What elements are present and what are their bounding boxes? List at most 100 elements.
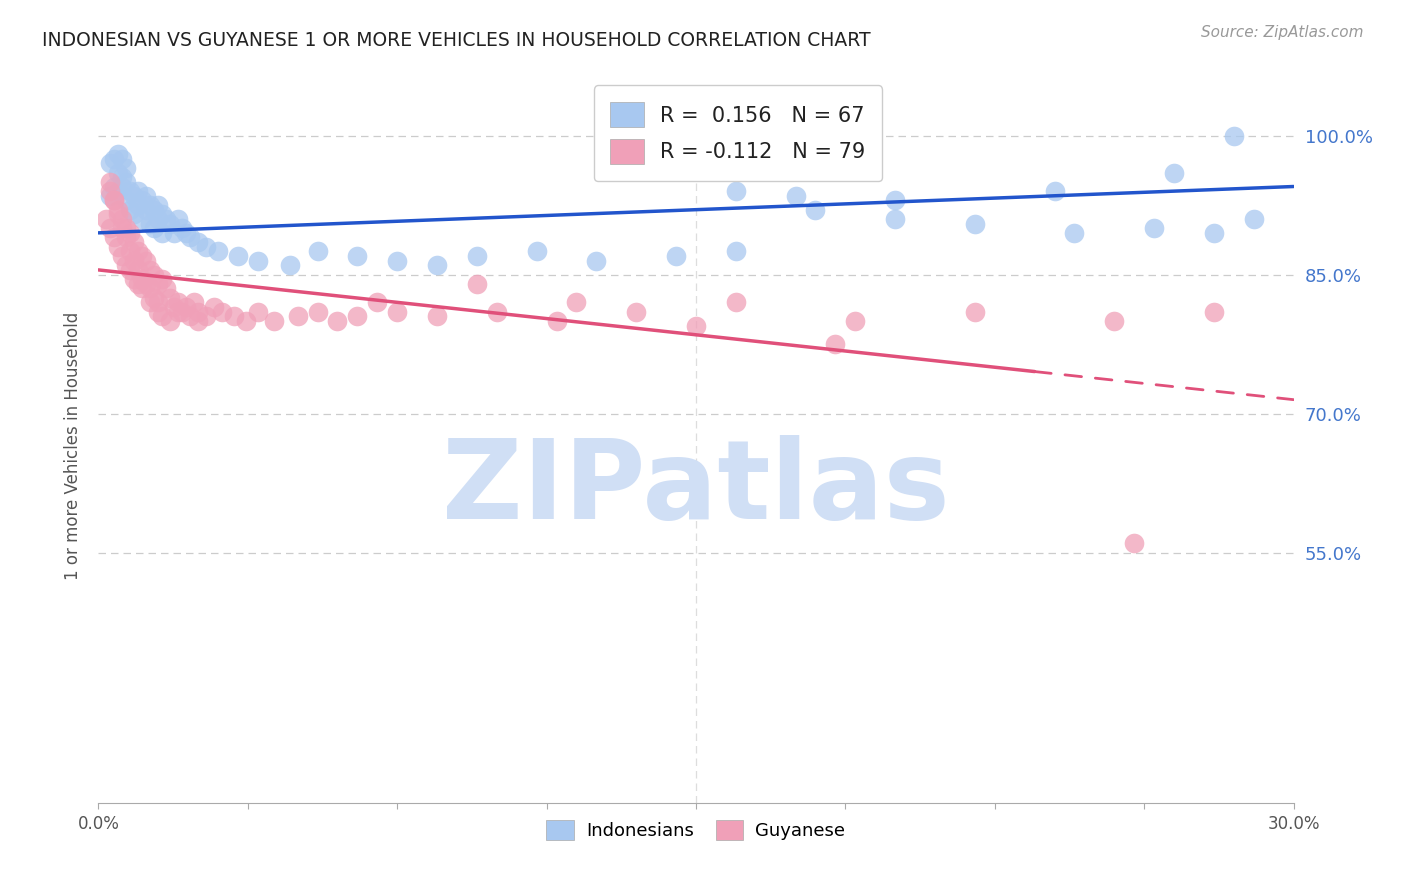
Point bbox=[143, 202, 166, 217]
Point bbox=[884, 194, 907, 208]
Point bbox=[139, 295, 162, 310]
Point bbox=[172, 304, 194, 318]
Point bbox=[107, 202, 129, 217]
Point bbox=[174, 300, 197, 314]
Text: ZIPatlas: ZIPatlas bbox=[441, 435, 950, 542]
Point bbox=[131, 194, 153, 208]
Point bbox=[1202, 304, 1225, 318]
Point bbox=[426, 258, 449, 272]
Point bbox=[485, 304, 508, 318]
Point bbox=[226, 249, 249, 263]
Point bbox=[120, 244, 142, 259]
Point bbox=[1163, 166, 1185, 180]
Point bbox=[98, 184, 122, 198]
Point bbox=[98, 175, 122, 189]
Point bbox=[115, 194, 138, 208]
Point bbox=[183, 295, 205, 310]
Point bbox=[98, 188, 122, 202]
Point bbox=[115, 161, 138, 175]
Point bbox=[174, 226, 197, 240]
Legend: Indonesians, Guyanese: Indonesians, Guyanese bbox=[540, 813, 852, 847]
Point bbox=[179, 230, 201, 244]
Point bbox=[150, 310, 173, 324]
Point bbox=[626, 304, 648, 318]
Point bbox=[1202, 226, 1225, 240]
Point bbox=[1243, 211, 1265, 226]
Text: INDONESIAN VS GUYANESE 1 OR MORE VEHICLES IN HOUSEHOLD CORRELATION CHART: INDONESIAN VS GUYANESE 1 OR MORE VEHICLE… bbox=[42, 31, 870, 50]
Point bbox=[120, 202, 142, 217]
Point bbox=[307, 304, 329, 318]
Point bbox=[120, 184, 142, 198]
Point bbox=[724, 184, 747, 198]
Point bbox=[139, 281, 162, 295]
Point bbox=[131, 249, 153, 263]
Point bbox=[124, 235, 146, 249]
Point bbox=[115, 175, 138, 189]
Point bbox=[195, 240, 218, 254]
Point bbox=[1123, 536, 1146, 550]
Point bbox=[143, 268, 166, 282]
Point bbox=[111, 179, 134, 194]
Point bbox=[124, 188, 146, 202]
Point bbox=[111, 170, 134, 185]
Point bbox=[167, 295, 190, 310]
Point bbox=[211, 304, 233, 318]
Point bbox=[131, 272, 153, 286]
Point bbox=[159, 217, 181, 231]
Point bbox=[103, 194, 125, 208]
Point bbox=[127, 244, 149, 259]
Point bbox=[139, 263, 162, 277]
Point bbox=[195, 310, 218, 324]
Point bbox=[526, 244, 548, 259]
Point bbox=[844, 314, 866, 328]
Point bbox=[546, 314, 568, 328]
Point bbox=[107, 184, 129, 198]
Point bbox=[222, 310, 245, 324]
Point bbox=[103, 152, 125, 166]
Point bbox=[148, 198, 170, 212]
Point bbox=[307, 244, 329, 259]
Point bbox=[148, 295, 170, 310]
Point bbox=[139, 217, 162, 231]
Point bbox=[115, 221, 138, 235]
Point bbox=[131, 211, 153, 226]
Point bbox=[120, 226, 142, 240]
Point bbox=[155, 281, 177, 295]
Y-axis label: 1 or more Vehicles in Household: 1 or more Vehicles in Household bbox=[65, 312, 83, 580]
Point bbox=[278, 258, 301, 272]
Point bbox=[963, 217, 986, 231]
Text: Source: ZipAtlas.com: Source: ZipAtlas.com bbox=[1201, 25, 1364, 40]
Point bbox=[724, 295, 747, 310]
Point bbox=[131, 281, 153, 295]
Point bbox=[724, 244, 747, 259]
Point bbox=[585, 253, 607, 268]
Point bbox=[263, 314, 285, 328]
Point bbox=[150, 272, 173, 286]
Point bbox=[103, 179, 125, 194]
Point bbox=[824, 337, 846, 351]
Point bbox=[235, 314, 257, 328]
Point bbox=[187, 304, 209, 318]
Point bbox=[287, 310, 309, 324]
Point bbox=[385, 253, 409, 268]
Point bbox=[107, 166, 129, 180]
Point bbox=[963, 304, 986, 318]
Point bbox=[1223, 128, 1246, 143]
Point bbox=[804, 202, 827, 217]
Point bbox=[148, 277, 170, 291]
Point bbox=[98, 156, 122, 170]
Point bbox=[139, 198, 162, 212]
Point bbox=[150, 226, 173, 240]
Point bbox=[465, 249, 488, 263]
Point bbox=[187, 314, 209, 328]
Point bbox=[187, 235, 209, 249]
Point bbox=[346, 310, 368, 324]
Point bbox=[246, 304, 269, 318]
Point bbox=[150, 207, 173, 221]
Point bbox=[107, 240, 129, 254]
Point bbox=[167, 304, 190, 318]
Point bbox=[159, 314, 181, 328]
Point bbox=[124, 272, 146, 286]
Point bbox=[172, 221, 194, 235]
Point bbox=[426, 310, 449, 324]
